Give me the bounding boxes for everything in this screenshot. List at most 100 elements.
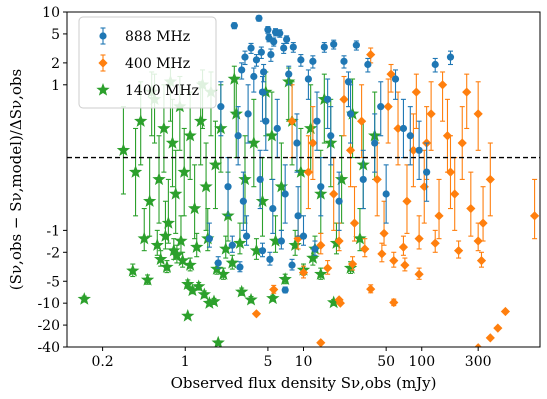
y-tick-label: 5 bbox=[51, 27, 60, 43]
data-point bbox=[228, 241, 236, 249]
data-point bbox=[268, 234, 283, 247]
data-point bbox=[244, 292, 258, 306]
data-point bbox=[371, 139, 379, 147]
y-tick-label: 2 bbox=[51, 56, 60, 72]
data-point bbox=[274, 179, 289, 193]
data-point bbox=[252, 56, 261, 64]
data-point bbox=[402, 196, 412, 206]
data-point bbox=[408, 145, 419, 155]
data-point bbox=[207, 294, 221, 308]
data-point bbox=[474, 343, 482, 347]
data-point bbox=[313, 117, 321, 125]
data-point bbox=[165, 136, 180, 149]
data-point bbox=[276, 29, 284, 37]
data-point bbox=[152, 172, 166, 186]
data-point bbox=[352, 41, 360, 49]
y-axis-label: (Sν,obs − Sν,model)/ΔSν,obs bbox=[7, 69, 25, 290]
data-point bbox=[344, 78, 353, 86]
data-point bbox=[229, 106, 243, 120]
data-point bbox=[150, 238, 164, 251]
data-point bbox=[377, 249, 387, 259]
data-point bbox=[457, 138, 467, 148]
data-point bbox=[445, 167, 456, 177]
data-point bbox=[288, 261, 296, 269]
data-point bbox=[366, 49, 376, 60]
data-point bbox=[414, 234, 424, 244]
data-point bbox=[160, 260, 174, 273]
data-point bbox=[216, 267, 231, 280]
data-point bbox=[266, 255, 274, 263]
data-point bbox=[340, 57, 348, 65]
x-tick-label: 100 bbox=[408, 354, 435, 370]
data-point bbox=[238, 66, 246, 74]
data-point bbox=[329, 189, 339, 199]
data-point bbox=[314, 267, 328, 280]
data-point bbox=[241, 53, 249, 61]
y-tick-label: -1 bbox=[46, 223, 60, 239]
data-point bbox=[334, 236, 344, 246]
y-tick-label: 10 bbox=[42, 5, 60, 21]
data-point bbox=[264, 26, 272, 34]
data-point bbox=[194, 114, 208, 127]
data-point bbox=[211, 335, 225, 347]
data-point bbox=[311, 245, 319, 253]
data-point bbox=[247, 44, 255, 52]
data-point bbox=[134, 114, 148, 127]
series-888-mhz bbox=[205, 14, 455, 294]
data-point bbox=[306, 251, 320, 264]
data-point bbox=[446, 53, 455, 61]
plot-area bbox=[77, 14, 540, 347]
data-point bbox=[183, 258, 197, 271]
x-tick-label: 0.2 bbox=[91, 354, 113, 370]
data-point bbox=[360, 244, 370, 254]
y-tick-label: -40 bbox=[37, 340, 60, 356]
data-point bbox=[247, 136, 261, 149]
data-point bbox=[227, 72, 241, 85]
legend-entry-400-mhz: 400 MHz bbox=[98, 54, 190, 72]
data-point bbox=[386, 69, 396, 79]
data-point bbox=[316, 338, 326, 347]
data-point bbox=[308, 138, 318, 148]
data-point bbox=[255, 194, 270, 207]
y-tick-label: 1 bbox=[51, 78, 60, 94]
data-point bbox=[382, 190, 390, 198]
data-point bbox=[357, 116, 367, 126]
data-point bbox=[269, 204, 277, 213]
data-point bbox=[327, 132, 335, 140]
data-point bbox=[185, 283, 200, 297]
data-point bbox=[345, 145, 356, 155]
data-point bbox=[242, 232, 251, 240]
data-point bbox=[283, 35, 291, 44]
data-point bbox=[157, 121, 171, 135]
data-point bbox=[265, 34, 273, 42]
data-point bbox=[181, 308, 195, 322]
data-point bbox=[128, 165, 143, 178]
data-point bbox=[230, 22, 238, 30]
data-point bbox=[238, 172, 252, 186]
legend-marker bbox=[98, 58, 108, 68]
data-point bbox=[281, 286, 289, 294]
legend-marker bbox=[96, 83, 110, 96]
data-point bbox=[190, 240, 204, 253]
data-point bbox=[225, 255, 239, 269]
data-point bbox=[224, 183, 232, 191]
data-point bbox=[251, 309, 262, 319]
data-point bbox=[262, 117, 270, 125]
legend-label: 888 MHz bbox=[125, 29, 190, 45]
data-point bbox=[181, 277, 195, 290]
data-point bbox=[400, 260, 410, 270]
data-point bbox=[236, 263, 244, 271]
data-point bbox=[244, 110, 252, 118]
data-point bbox=[250, 72, 258, 81]
data-point bbox=[77, 292, 91, 305]
data-point bbox=[281, 190, 289, 198]
data-point bbox=[399, 124, 408, 133]
series-1400-mhz bbox=[77, 65, 382, 347]
legend-entry-888-mhz: 888 MHz bbox=[99, 27, 190, 45]
data-point bbox=[304, 75, 312, 83]
data-point bbox=[258, 88, 267, 96]
data-point bbox=[167, 243, 181, 257]
data-point bbox=[411, 87, 421, 97]
data-point bbox=[137, 231, 151, 245]
